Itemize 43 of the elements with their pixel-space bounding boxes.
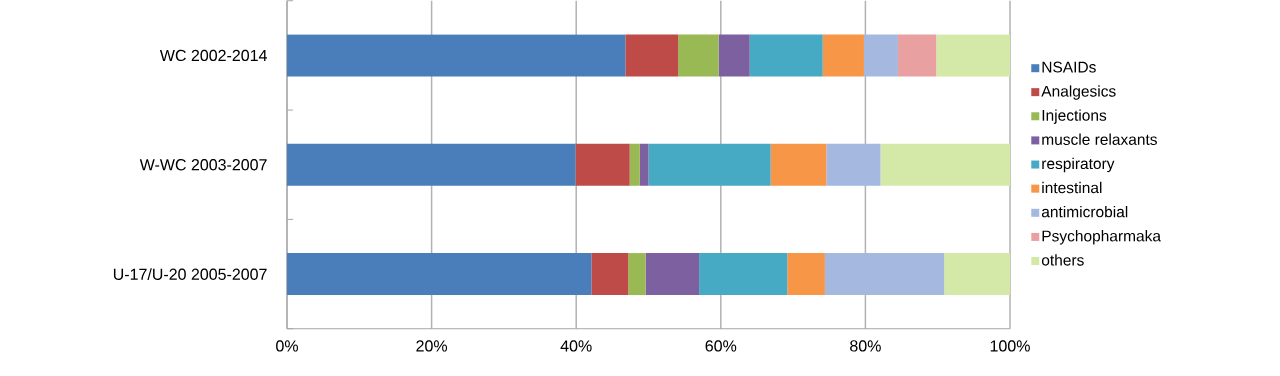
bar: [699, 253, 788, 296]
bar: [678, 34, 719, 77]
bar: [880, 143, 1010, 186]
legend-label: Psychopharmaka: [1042, 230, 1161, 245]
bar: [625, 34, 679, 77]
legend-label: others: [1041, 254, 1084, 266]
x-tick-label: 60%: [705, 340, 737, 352]
bar: [826, 143, 881, 186]
bar: [287, 34, 626, 77]
x-tick-label: 40%: [560, 340, 592, 352]
x-tick-label: 0%: [276, 340, 298, 352]
x-tick-label: 100%: [990, 340, 1030, 352]
x-tick-label: 20%: [416, 340, 448, 352]
bar: [287, 253, 592, 296]
bar: [897, 34, 937, 77]
legend-label: muscle relaxants: [1042, 133, 1157, 146]
x-tick-label: 80%: [850, 340, 881, 352]
bar: [645, 253, 700, 296]
bar: [944, 253, 1010, 296]
legend-label: antimicrobial: [1041, 206, 1128, 218]
bar: [787, 253, 825, 296]
bar: [718, 34, 750, 77]
y-tick-label: WC 2002-2014: [159, 49, 267, 62]
bar: [770, 143, 827, 186]
y-tick-label: U-17/U-20 2005-2007: [113, 268, 267, 281]
bar: [822, 34, 864, 77]
legend-label: respiratory: [1042, 157, 1115, 173]
bar: [936, 34, 1010, 77]
bar: [863, 34, 898, 77]
bar: [648, 143, 771, 186]
legend-label: NSAIDs: [1042, 61, 1096, 73]
legend-label: Analgesics: [1041, 85, 1116, 100]
bar: [639, 143, 649, 186]
legend-label: Injections: [1042, 109, 1107, 125]
legend-label: intestinal: [1042, 181, 1102, 194]
bar: [824, 253, 945, 296]
bar: [749, 34, 823, 77]
bar: [629, 143, 640, 186]
bar: [591, 253, 629, 296]
bar: [575, 143, 630, 186]
bar: [628, 253, 646, 296]
y-tick-label: W-WC 2003-2007: [139, 159, 267, 171]
bar: [287, 143, 576, 186]
